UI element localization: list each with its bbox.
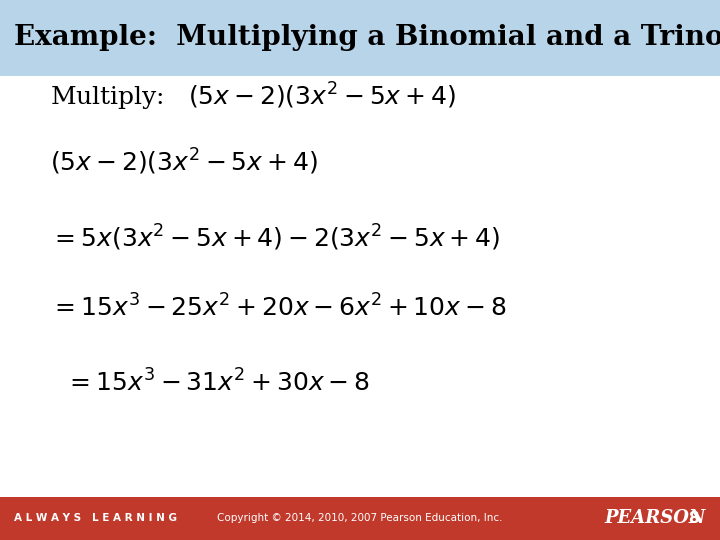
Text: 8: 8 — [688, 511, 698, 526]
Text: Multiply:   $(5x-2)(3x^2-5x+4)$: Multiply: $(5x-2)(3x^2-5x+4)$ — [50, 81, 456, 113]
Text: $=15x^3-25x^2+20x-6x^2+10x-8$: $=15x^3-25x^2+20x-6x^2+10x-8$ — [50, 294, 507, 321]
Text: $=5x(3x^2-5x+4)-2(3x^2-5x+4)$: $=5x(3x^2-5x+4)-2(3x^2-5x+4)$ — [50, 222, 500, 253]
FancyBboxPatch shape — [0, 0, 720, 76]
Text: Example:  Multiplying a Binomial and a Trinomial: Example: Multiplying a Binomial and a Tr… — [14, 24, 720, 51]
Text: PEARSON: PEARSON — [605, 509, 706, 528]
FancyBboxPatch shape — [0, 497, 720, 540]
Text: $(5x-2)(3x^2-5x+4)$: $(5x-2)(3x^2-5x+4)$ — [50, 147, 318, 177]
Text: Copyright © 2014, 2010, 2007 Pearson Education, Inc.: Copyright © 2014, 2010, 2007 Pearson Edu… — [217, 514, 503, 523]
Text: A L W A Y S   L E A R N I N G: A L W A Y S L E A R N I N G — [14, 514, 177, 523]
Text: $=15x^3-31x^2+30x-8$: $=15x^3-31x^2+30x-8$ — [65, 370, 369, 397]
